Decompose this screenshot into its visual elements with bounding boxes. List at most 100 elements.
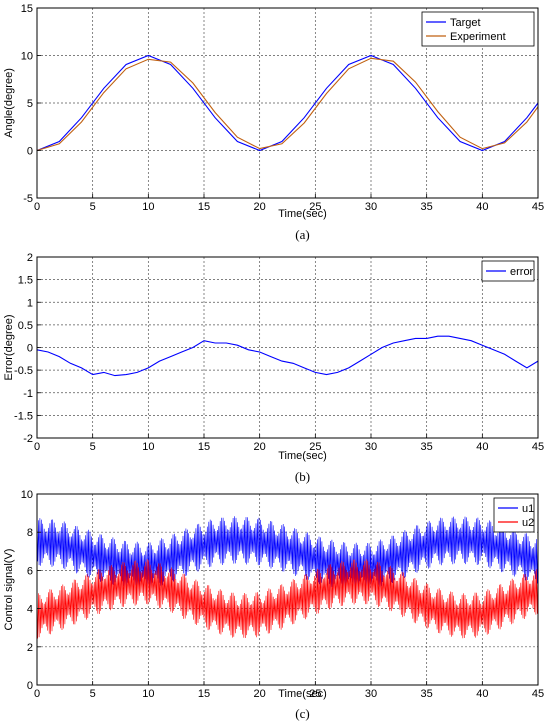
data-point-u1 bbox=[437, 541, 439, 543]
data-point-Target bbox=[281, 141, 283, 143]
series-line-u2 bbox=[36, 559, 539, 639]
y-tick-label: 1 bbox=[27, 297, 33, 309]
x-axis-label: Time(sec) bbox=[278, 208, 326, 220]
x-tick-label: 35 bbox=[421, 688, 433, 700]
data-point-Experiment bbox=[481, 148, 483, 150]
x-tick-label: 25 bbox=[309, 441, 321, 453]
series-line-u1 bbox=[36, 516, 539, 591]
y-tick-label: 1.5 bbox=[18, 275, 33, 287]
x-tick-label: 40 bbox=[476, 688, 488, 700]
y-tick-label: 15 bbox=[21, 3, 33, 15]
data-point-error bbox=[303, 367, 305, 369]
data-point-error bbox=[225, 342, 227, 344]
data-point-Experiment bbox=[504, 142, 506, 144]
y-tick-label: 6 bbox=[27, 565, 33, 577]
data-point-Target bbox=[259, 150, 261, 152]
x-tick-label: 45 bbox=[532, 441, 544, 453]
y-tick-label: -0.5 bbox=[14, 365, 33, 377]
data-point-Target bbox=[415, 87, 417, 89]
data-point-u1 bbox=[125, 564, 127, 566]
data-point-Target bbox=[326, 87, 328, 89]
data-point-Experiment bbox=[237, 136, 239, 138]
legend-label-Experiment: Experiment bbox=[450, 31, 506, 43]
x-tick-label: 20 bbox=[254, 441, 266, 453]
data-point-u2 bbox=[481, 613, 483, 615]
data-point-u1 bbox=[481, 541, 483, 543]
chart-panel-2: 0 5 10 15 20 25 30 35 40 45 -2 -1.5 -1 -0.5 0 0.5 1 1.5 2 T… bbox=[3, 252, 544, 484]
x-tick-label: 5 bbox=[90, 201, 96, 213]
data-point-error bbox=[292, 362, 294, 364]
data-point-error bbox=[515, 360, 517, 362]
y-tick-label: -1 bbox=[23, 388, 33, 400]
x-tick-label: 40 bbox=[476, 201, 488, 213]
data-point-Experiment bbox=[125, 68, 127, 70]
data-point-Experiment bbox=[103, 92, 105, 94]
data-point-Target bbox=[103, 87, 105, 89]
data-point-error bbox=[470, 340, 472, 342]
data-point-u2 bbox=[415, 600, 417, 602]
data-point-u2 bbox=[459, 615, 461, 617]
plot-frame bbox=[36, 493, 539, 686]
data-point-error bbox=[504, 353, 506, 355]
data-point-error bbox=[348, 367, 350, 369]
y-tick-label: -2 bbox=[23, 433, 33, 445]
panel-caption: (a) bbox=[295, 227, 309, 242]
data-point-error bbox=[326, 374, 328, 376]
x-tick-label: 0 bbox=[34, 441, 40, 453]
x-tick-label: 30 bbox=[365, 441, 377, 453]
data-point-Experiment bbox=[170, 61, 172, 63]
data-point-Experiment bbox=[370, 57, 372, 59]
plot-area bbox=[37, 494, 538, 685]
data-point-u1 bbox=[303, 554, 305, 556]
data-point-error bbox=[448, 335, 450, 337]
legend: Target Experiment bbox=[421, 11, 535, 47]
y-tick-label: -1.5 bbox=[14, 410, 33, 422]
data-point-error bbox=[136, 371, 138, 373]
data-point-Experiment bbox=[415, 81, 417, 83]
data-point-u2 bbox=[81, 598, 83, 600]
y-tick-label: 2 bbox=[27, 642, 33, 654]
data-point-Target bbox=[526, 117, 528, 119]
y-tick-label: 8 bbox=[27, 527, 33, 539]
data-point-error bbox=[392, 342, 394, 344]
x-tick-label: 35 bbox=[421, 441, 433, 453]
chart-panel-1: 0 5 10 15 20 25 30 35 40 45-5051015Time(sec)Angle… bbox=[3, 3, 544, 242]
data-point-Target bbox=[237, 141, 239, 143]
data-point-Target bbox=[348, 64, 350, 66]
data-point-u2 bbox=[103, 589, 105, 591]
data-point-error bbox=[248, 349, 250, 351]
x-tick-label: 25 bbox=[309, 688, 321, 700]
data-point-error bbox=[370, 353, 372, 355]
data-point-u2 bbox=[303, 596, 305, 598]
data-point-Target bbox=[58, 141, 60, 143]
data-point-Experiment bbox=[259, 148, 261, 150]
data-point-u1 bbox=[526, 556, 528, 558]
data-point-error bbox=[259, 351, 261, 353]
data-point-Target bbox=[437, 117, 439, 119]
legend-box bbox=[481, 260, 535, 282]
data-point-Target bbox=[303, 117, 305, 119]
data-point-error bbox=[404, 340, 406, 342]
data-point-Target bbox=[125, 64, 127, 66]
panel-caption: (b) bbox=[295, 469, 310, 484]
data-point-Experiment bbox=[281, 143, 283, 145]
y-axis-label: Angle(degree) bbox=[3, 68, 15, 138]
x-axis-label: Time(sec) bbox=[278, 450, 326, 462]
data-point-Target bbox=[481, 150, 483, 152]
data-point-u2 bbox=[370, 581, 372, 583]
data-point-Target bbox=[147, 55, 149, 57]
legend-box bbox=[421, 11, 535, 47]
data-point-Target bbox=[370, 55, 372, 57]
x-tick-label: 20 bbox=[254, 688, 266, 700]
data-point-Target bbox=[81, 117, 83, 119]
series-line-Experiment bbox=[36, 57, 539, 152]
legend-label-u2: u2 bbox=[522, 517, 534, 529]
x-tick-label: 40 bbox=[476, 441, 488, 453]
data-point-u2 bbox=[348, 581, 350, 583]
data-point-error bbox=[493, 349, 495, 351]
data-point-error bbox=[381, 347, 383, 349]
data-point-Experiment bbox=[526, 121, 528, 123]
panel-caption: (c) bbox=[295, 706, 309, 721]
